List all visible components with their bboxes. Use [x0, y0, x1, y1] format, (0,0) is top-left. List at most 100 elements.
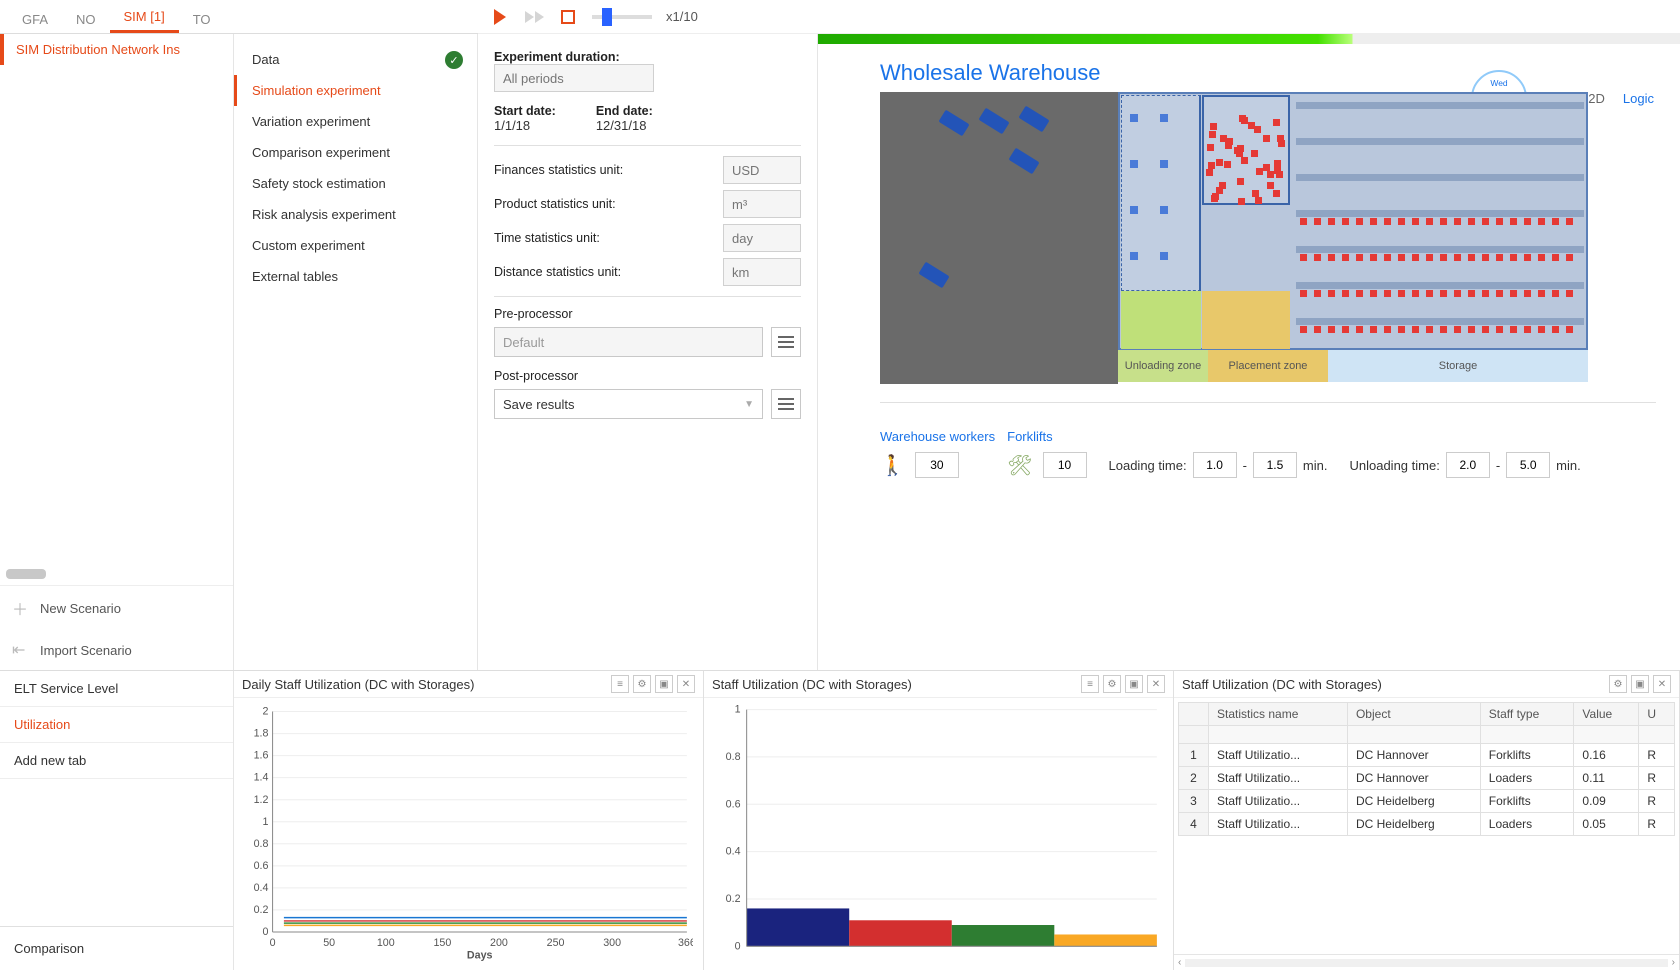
new-scenario-label: New Scenario — [40, 601, 121, 616]
list-icon[interactable]: ≡ — [611, 675, 629, 693]
stop-icon — [561, 10, 575, 24]
svg-text:0: 0 — [270, 937, 276, 949]
step-button[interactable] — [524, 7, 544, 27]
simulation-progress-bar — [818, 34, 1680, 44]
stop-button[interactable] — [558, 7, 578, 27]
svg-text:0.8: 0.8 — [726, 751, 741, 763]
unloading-min-input[interactable] — [1446, 452, 1490, 478]
experiment-item[interactable]: Risk analysis experiment — [234, 199, 477, 230]
experiment-list: Data✓Simulation experimentVariation expe… — [234, 34, 478, 670]
svg-text:1: 1 — [263, 816, 269, 828]
svg-text:300: 300 — [603, 937, 621, 949]
svg-text:1.2: 1.2 — [254, 794, 269, 806]
table-scrollbar[interactable]: ‹› — [1174, 954, 1679, 970]
experiment-item[interactable]: Simulation experiment — [234, 75, 477, 106]
svg-text:150: 150 — [433, 937, 451, 949]
experiment-item[interactable]: Custom experiment — [234, 230, 477, 261]
step-icon — [525, 11, 544, 23]
close-icon[interactable]: ✕ — [677, 675, 695, 693]
play-icon — [494, 9, 506, 25]
exp-duration-input[interactable] — [494, 64, 654, 92]
end-date-value: 12/31/18 — [596, 118, 653, 133]
svg-text:1.6: 1.6 — [254, 750, 269, 762]
pre-processor-menu-button[interactable] — [771, 327, 801, 357]
loading-max-input[interactable] — [1253, 452, 1297, 478]
loading-time-label: Loading time: — [1109, 458, 1187, 473]
close-icon[interactable]: ✕ — [1653, 675, 1671, 693]
import-icon: ⇤ — [12, 640, 40, 660]
svg-text:0.4: 0.4 — [726, 846, 741, 858]
post-processor-select[interactable]: Save results▼ — [494, 389, 763, 419]
maximize-icon[interactable]: ▣ — [1125, 675, 1143, 693]
maximize-icon[interactable]: ▣ — [1631, 675, 1649, 693]
experiment-item[interactable]: Variation experiment — [234, 106, 477, 137]
comparison-button[interactable]: Comparison — [0, 926, 233, 970]
loading-min-input[interactable] — [1193, 452, 1237, 478]
experiment-item[interactable]: Safety stock estimation — [234, 168, 477, 199]
check-icon: ✓ — [445, 51, 463, 69]
svg-text:1: 1 — [735, 704, 741, 716]
worker-icon: 🚶 — [880, 453, 905, 478]
top-tab[interactable]: NO — [62, 4, 110, 33]
close-icon[interactable]: ✕ — [1147, 675, 1165, 693]
forklifts-input[interactable] — [1043, 452, 1087, 478]
table-title: Staff Utilization (DC with Storages) — [1182, 677, 1609, 692]
post-processor-menu-button[interactable] — [771, 389, 801, 419]
scenario-item[interactable]: SIM Distribution Network Ins — [0, 34, 233, 65]
bottom-tab-utilization[interactable]: Utilization — [0, 707, 233, 743]
gear-icon[interactable]: ⚙ — [1103, 675, 1121, 693]
speed-slider[interactable] — [592, 15, 652, 19]
pre-label: Pre-processor — [494, 307, 801, 321]
svg-text:0: 0 — [263, 926, 269, 938]
bottom-tab-add[interactable]: Add new tab — [0, 743, 233, 779]
svg-text:0.6: 0.6 — [254, 860, 269, 872]
play-button[interactable] — [490, 7, 510, 27]
gear-icon[interactable]: ⚙ — [1609, 675, 1627, 693]
warehouse-workers-label: Warehouse workers — [880, 429, 995, 444]
svg-text:0: 0 — [735, 940, 741, 952]
time-input[interactable] — [723, 224, 801, 252]
experiment-properties: Experiment duration: Start date: 1/1/18 … — [478, 34, 818, 670]
yard-area — [880, 92, 1118, 384]
top-tab[interactable]: SIM [1] — [110, 1, 179, 33]
prod-input[interactable] — [723, 190, 801, 218]
pre-processor-select[interactable]: Default — [494, 327, 763, 357]
dist-input[interactable] — [723, 258, 801, 286]
exp-duration-label: Experiment duration: — [494, 50, 801, 64]
svg-text:366: 366 — [678, 937, 693, 949]
post-label: Post-processor — [494, 369, 801, 383]
top-tab[interactable]: GFA — [8, 4, 62, 33]
view-logic-link[interactable]: Logic — [1623, 91, 1654, 106]
warehouse-interior — [1118, 92, 1588, 350]
experiment-item[interactable]: Comparison experiment — [234, 137, 477, 168]
import-scenario-button[interactable]: ⇤ Import Scenario — [0, 630, 233, 670]
new-scenario-button[interactable]: ＋ New Scenario — [0, 586, 233, 630]
view-2d-link[interactable]: 2D — [1588, 91, 1605, 106]
chevron-down-icon: ▼ — [744, 399, 754, 410]
svg-text:200: 200 — [490, 937, 508, 949]
dist-label: Distance statistics unit: — [494, 265, 621, 279]
svg-text:0.8: 0.8 — [254, 838, 269, 850]
scrollbar-thumb[interactable] — [6, 569, 46, 579]
fin-input[interactable] — [723, 156, 801, 184]
chart1-title: Daily Staff Utilization (DC with Storage… — [242, 677, 611, 692]
svg-text:100: 100 — [377, 937, 395, 949]
svg-text:0.2: 0.2 — [254, 904, 269, 916]
gear-icon[interactable]: ⚙ — [633, 675, 651, 693]
list-icon[interactable]: ≡ — [1081, 675, 1099, 693]
unloading-max-input[interactable] — [1506, 452, 1550, 478]
utilization-bar-chart: 00.20.40.60.81 — [714, 704, 1163, 964]
min-unit: min. — [1303, 458, 1328, 473]
svg-text:1.4: 1.4 — [254, 772, 269, 784]
experiment-item[interactable]: Data✓ — [234, 44, 477, 75]
bottom-tab-elt[interactable]: ELT Service Level — [0, 671, 233, 707]
top-tab[interactable]: TO — [179, 4, 225, 33]
workers-input[interactable] — [915, 452, 959, 478]
maximize-icon[interactable]: ▣ — [655, 675, 673, 693]
plus-icon: ＋ — [12, 596, 40, 620]
import-scenario-label: Import Scenario — [40, 643, 132, 658]
daily-utilization-chart: 00.20.40.60.811.21.41.61.820501001502002… — [244, 704, 693, 964]
end-date-label: End date: — [596, 104, 653, 118]
fin-label: Finances statistics unit: — [494, 163, 623, 177]
experiment-item[interactable]: External tables — [234, 261, 477, 292]
